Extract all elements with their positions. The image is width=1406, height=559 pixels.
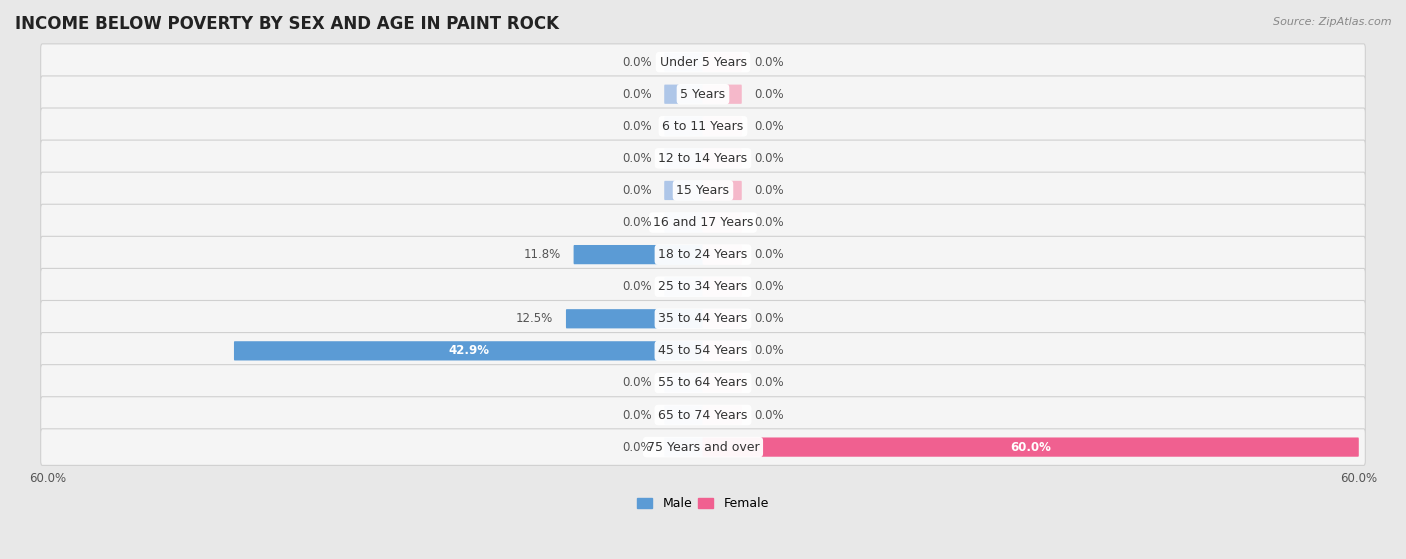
FancyBboxPatch shape (567, 309, 703, 328)
Text: 65 to 74 Years: 65 to 74 Years (658, 409, 748, 421)
FancyBboxPatch shape (41, 364, 1365, 401)
FancyBboxPatch shape (664, 277, 703, 296)
FancyBboxPatch shape (703, 117, 742, 136)
FancyBboxPatch shape (703, 309, 742, 328)
Text: 0.0%: 0.0% (755, 248, 785, 261)
Text: 0.0%: 0.0% (621, 88, 651, 101)
Text: 12 to 14 Years: 12 to 14 Years (658, 152, 748, 165)
FancyBboxPatch shape (703, 213, 742, 232)
Text: 6 to 11 Years: 6 to 11 Years (662, 120, 744, 133)
Text: 0.0%: 0.0% (755, 409, 785, 421)
FancyBboxPatch shape (41, 397, 1365, 433)
FancyBboxPatch shape (664, 405, 703, 425)
FancyBboxPatch shape (41, 172, 1365, 209)
Text: Under 5 Years: Under 5 Years (659, 56, 747, 69)
FancyBboxPatch shape (703, 277, 742, 296)
Legend: Male, Female: Male, Female (633, 492, 773, 515)
Text: 0.0%: 0.0% (621, 440, 651, 453)
Text: INCOME BELOW POVERTY BY SEX AND AGE IN PAINT ROCK: INCOME BELOW POVERTY BY SEX AND AGE IN P… (15, 15, 560, 33)
Text: 0.0%: 0.0% (755, 344, 785, 357)
Text: 0.0%: 0.0% (755, 216, 785, 229)
Text: 60.0%: 60.0% (1010, 440, 1052, 453)
Text: 11.8%: 11.8% (524, 248, 561, 261)
FancyBboxPatch shape (703, 181, 742, 200)
Text: 0.0%: 0.0% (621, 56, 651, 69)
Text: 0.0%: 0.0% (621, 120, 651, 133)
FancyBboxPatch shape (41, 429, 1365, 466)
FancyBboxPatch shape (703, 149, 742, 168)
Text: 0.0%: 0.0% (755, 88, 785, 101)
Text: 0.0%: 0.0% (621, 152, 651, 165)
FancyBboxPatch shape (703, 438, 1358, 457)
Text: 5 Years: 5 Years (681, 88, 725, 101)
FancyBboxPatch shape (41, 333, 1365, 369)
Text: 0.0%: 0.0% (755, 184, 785, 197)
FancyBboxPatch shape (664, 373, 703, 392)
FancyBboxPatch shape (41, 204, 1365, 241)
FancyBboxPatch shape (664, 117, 703, 136)
Text: 0.0%: 0.0% (621, 184, 651, 197)
Text: 0.0%: 0.0% (755, 280, 785, 293)
FancyBboxPatch shape (703, 53, 742, 72)
Text: 0.0%: 0.0% (621, 409, 651, 421)
Text: 0.0%: 0.0% (621, 376, 651, 390)
FancyBboxPatch shape (664, 181, 703, 200)
FancyBboxPatch shape (41, 268, 1365, 305)
FancyBboxPatch shape (233, 341, 703, 361)
FancyBboxPatch shape (664, 438, 703, 457)
FancyBboxPatch shape (574, 245, 703, 264)
Text: 12.5%: 12.5% (516, 312, 554, 325)
FancyBboxPatch shape (703, 373, 742, 392)
FancyBboxPatch shape (41, 140, 1365, 177)
Text: 0.0%: 0.0% (621, 280, 651, 293)
FancyBboxPatch shape (703, 245, 742, 264)
Text: 0.0%: 0.0% (755, 312, 785, 325)
Text: 16 and 17 Years: 16 and 17 Years (652, 216, 754, 229)
Text: 35 to 44 Years: 35 to 44 Years (658, 312, 748, 325)
Text: 25 to 34 Years: 25 to 34 Years (658, 280, 748, 293)
Text: 0.0%: 0.0% (755, 56, 785, 69)
FancyBboxPatch shape (664, 213, 703, 232)
Text: 0.0%: 0.0% (755, 152, 785, 165)
Text: 15 Years: 15 Years (676, 184, 730, 197)
FancyBboxPatch shape (664, 53, 703, 72)
FancyBboxPatch shape (703, 405, 742, 425)
Text: 0.0%: 0.0% (621, 216, 651, 229)
Text: 0.0%: 0.0% (755, 120, 785, 133)
Text: 18 to 24 Years: 18 to 24 Years (658, 248, 748, 261)
FancyBboxPatch shape (664, 84, 703, 104)
Text: Source: ZipAtlas.com: Source: ZipAtlas.com (1274, 17, 1392, 27)
FancyBboxPatch shape (41, 236, 1365, 273)
FancyBboxPatch shape (41, 301, 1365, 337)
FancyBboxPatch shape (664, 149, 703, 168)
Text: 75 Years and over: 75 Years and over (647, 440, 759, 453)
Text: 45 to 54 Years: 45 to 54 Years (658, 344, 748, 357)
Text: 0.0%: 0.0% (755, 376, 785, 390)
FancyBboxPatch shape (41, 44, 1365, 80)
FancyBboxPatch shape (703, 84, 742, 104)
FancyBboxPatch shape (41, 76, 1365, 112)
FancyBboxPatch shape (41, 108, 1365, 145)
Text: 55 to 64 Years: 55 to 64 Years (658, 376, 748, 390)
FancyBboxPatch shape (703, 341, 742, 361)
Text: 42.9%: 42.9% (449, 344, 489, 357)
